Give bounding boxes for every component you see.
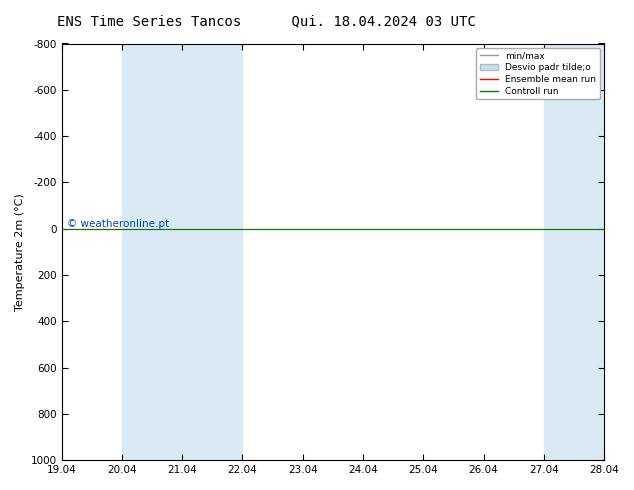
Bar — [122, 44, 242, 460]
Text: © weatheronline.pt: © weatheronline.pt — [67, 219, 169, 229]
Y-axis label: Temperature 2m (°C): Temperature 2m (°C) — [15, 193, 25, 311]
Text: ENS Time Series Tancos      Qui. 18.04.2024 03 UTC: ENS Time Series Tancos Qui. 18.04.2024 0… — [57, 15, 476, 29]
Bar — [544, 44, 604, 460]
Legend: min/max, Desvio padr tilde;o, Ensemble mean run, Controll run: min/max, Desvio padr tilde;o, Ensemble m… — [476, 48, 600, 99]
